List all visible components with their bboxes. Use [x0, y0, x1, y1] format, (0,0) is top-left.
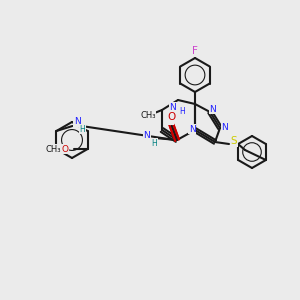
Text: CH₃: CH₃: [46, 145, 61, 154]
Text: CH₃: CH₃: [140, 110, 156, 119]
Text: O: O: [165, 114, 173, 124]
Text: O: O: [61, 145, 68, 154]
Text: N: N: [189, 124, 195, 134]
Text: N: N: [74, 118, 81, 127]
Text: N: N: [144, 130, 150, 140]
Text: H: H: [179, 107, 185, 116]
Text: N: N: [210, 104, 216, 113]
Text: H: H: [151, 139, 157, 148]
Text: F: F: [192, 46, 198, 56]
Text: N: N: [169, 103, 176, 112]
Text: S: S: [231, 136, 237, 146]
Text: N: N: [222, 124, 228, 133]
Text: H: H: [80, 124, 85, 134]
Text: O: O: [167, 112, 175, 122]
